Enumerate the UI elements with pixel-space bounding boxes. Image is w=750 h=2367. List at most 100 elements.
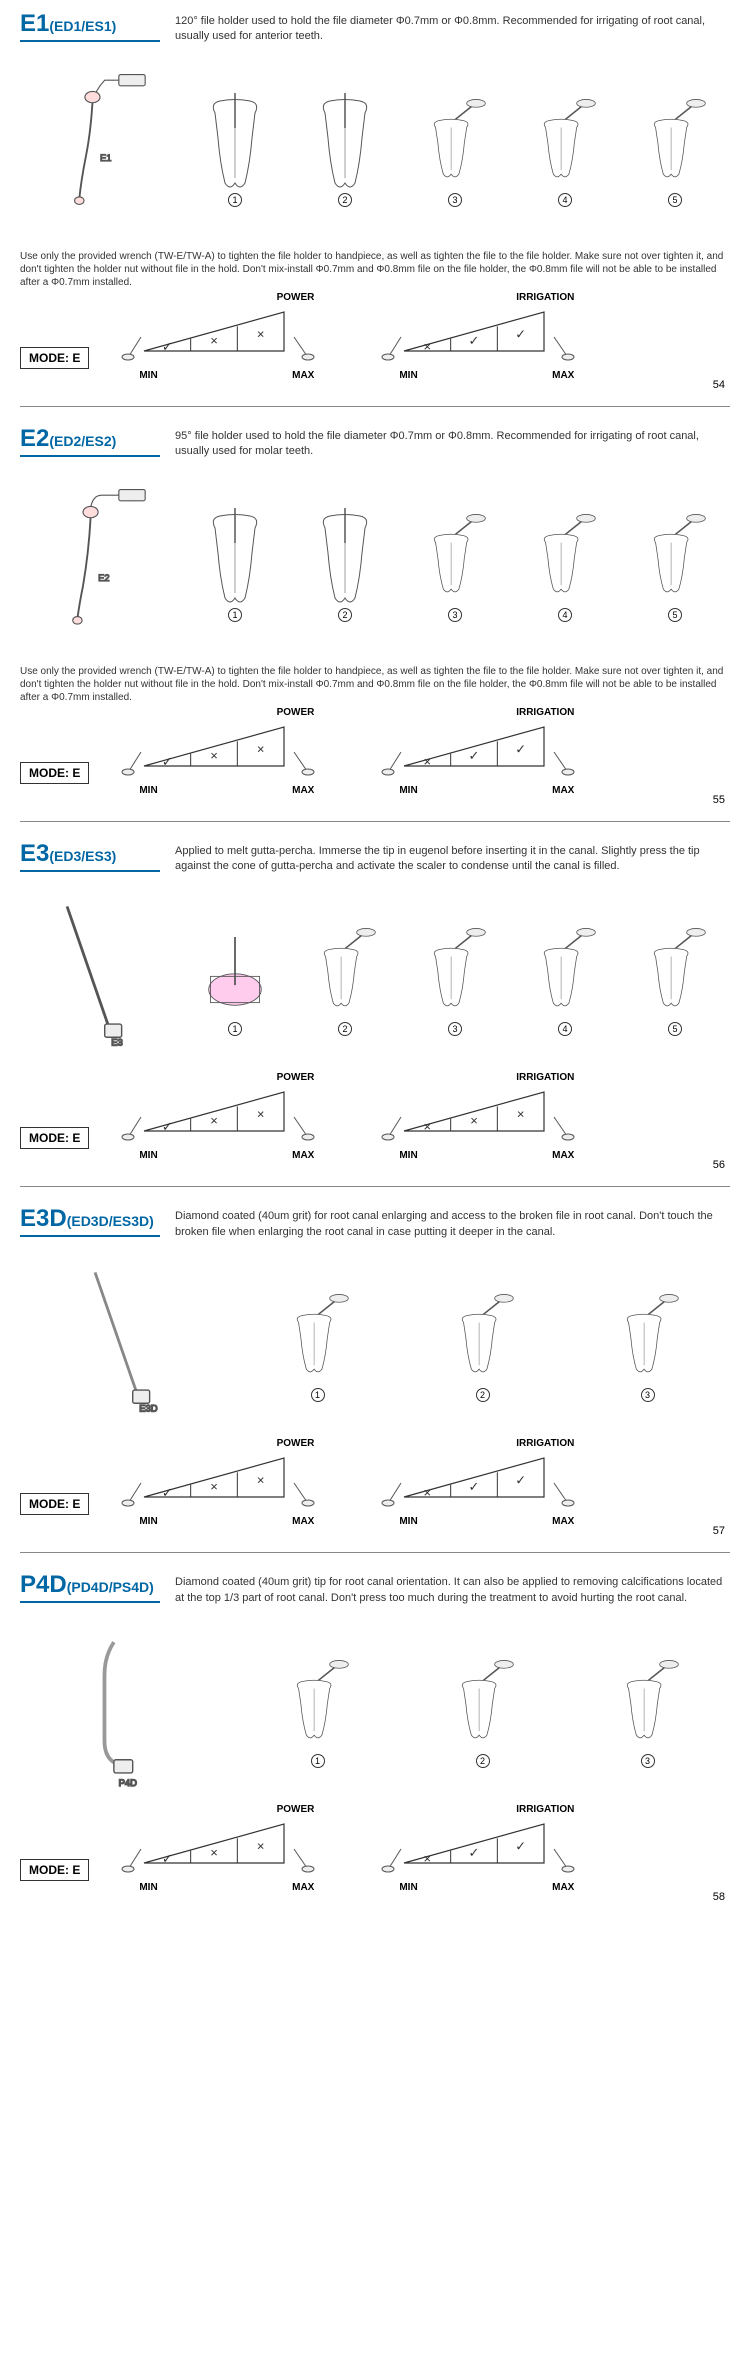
step-5: 5 [640,922,710,1036]
section-title: P4D(PD4D/PS4D) [20,1571,160,1603]
step-number: 3 [641,1388,655,1402]
svg-text:×: × [257,326,265,341]
svg-text:×: × [257,1838,265,1853]
range-chart: IRRIGATION ×✓✓ MIN MAX [379,304,609,369]
mode-label: MODE: E [20,762,89,784]
step-1: 1 [283,1654,353,1768]
step-number: 1 [228,193,242,207]
svg-text:✓: ✓ [516,1838,527,1853]
svg-text:×: × [257,1473,265,1488]
svg-text:✓: ✓ [162,753,173,768]
step-2: 2 [310,93,380,207]
range-chart: POWER ✓×× MIN MAX [119,304,349,369]
svg-text:E2: E2 [98,572,110,583]
step-1: 1 [200,508,270,622]
svg-text:E3D: E3D [139,1402,158,1413]
svg-text:×: × [424,1851,432,1866]
step-4: 4 [530,93,600,207]
step-2: 2 [448,1288,518,1402]
tip-illustration: E3 [40,897,160,1062]
range-chart: POWER ✓×× MIN MAX [119,1450,349,1515]
step-number: 1 [228,1022,242,1036]
step-number: 4 [558,608,572,622]
svg-text:✓: ✓ [469,1479,480,1494]
step-5: 5 [640,508,710,622]
step-number: 3 [448,193,462,207]
step-number: 2 [476,1388,490,1402]
step-number: 5 [668,1022,682,1036]
svg-text:×: × [211,747,219,762]
svg-text:×: × [424,339,432,354]
section-title: E1(ED1/ES1) [20,10,160,42]
page-number: 57 [20,1525,730,1537]
svg-text:✓: ✓ [516,741,527,756]
svg-text:✓: ✓ [469,1845,480,1860]
illustration-row: E3 1 2 3 [20,889,730,1069]
svg-text:✓: ✓ [516,326,527,341]
section-divider [20,1186,730,1187]
step-number: 5 [668,193,682,207]
step-4: 4 [530,508,600,622]
step-3: 3 [613,1654,683,1768]
step-1: 1 [200,93,270,207]
step-number: 1 [228,608,242,622]
step-3: 3 [420,93,490,207]
step-4: 4 [530,922,600,1036]
svg-text:E3: E3 [111,1037,123,1048]
range-chart: POWER ✓×× MIN MAX [119,1816,349,1881]
range-chart: IRRIGATION ×✓✓ MIN MAX [379,1450,609,1515]
svg-text:×: × [211,1845,219,1860]
svg-text:×: × [257,1107,265,1122]
step-number: 5 [668,608,682,622]
section-e3: E3(ED3/ES3) Applied to melt gutta-percha… [0,830,750,1177]
step-3: 3 [613,1288,683,1402]
step-2: 2 [448,1654,518,1768]
svg-text:✓: ✓ [469,747,480,762]
section-description: 95° file holder used to hold the file di… [175,425,730,460]
step-number: 3 [641,1754,655,1768]
section-e2: E2(ED2/ES2) 95° file holder used to hold… [0,415,750,811]
page-number: 56 [20,1159,730,1171]
tip-illustration: E3D [68,1263,188,1428]
svg-text:✓: ✓ [162,1485,173,1500]
section-e3d: E3D(ED3D/ES3D) Diamond coated (40um grit… [0,1195,750,1542]
svg-text:E1: E1 [100,152,112,163]
illustration-row: P4D 1 2 3 [20,1621,730,1801]
section-description: Diamond coated (40um grit) for root cana… [175,1205,730,1240]
section-description: Diamond coated (40um grit) tip for root … [175,1571,730,1606]
page-number: 58 [20,1891,730,1903]
tip-illustration: P4D [68,1628,188,1793]
step-2: 2 [310,508,380,622]
page-number: 55 [20,794,730,806]
step-number: 2 [476,1754,490,1768]
step-number: 2 [338,193,352,207]
illustration-row: E1 1 2 3 [20,60,730,240]
tip-illustration: E2 [40,482,160,647]
mode-label: MODE: E [20,1127,89,1149]
step-number: 1 [311,1388,325,1402]
step-3: 3 [420,508,490,622]
step-1: 1 [283,1288,353,1402]
range-chart: POWER ✓×× MIN MAX [119,719,349,784]
mode-label: MODE: E [20,1859,89,1881]
step-number: 4 [558,1022,572,1036]
svg-text:×: × [471,1113,479,1128]
step-1: 1 [200,922,270,1036]
svg-text:×: × [424,1485,432,1500]
section-p4d: P4D(PD4D/PS4D) Diamond coated (40um grit… [0,1561,750,1908]
svg-text:×: × [257,741,265,756]
mode-label: MODE: E [20,347,89,369]
svg-text:×: × [424,753,432,768]
illustration-row: E2 1 2 3 [20,475,730,655]
range-chart: IRRIGATION ×✓✓ MIN MAX [379,719,609,784]
range-chart: POWER ✓×× MIN MAX [119,1084,349,1149]
svg-text:✓: ✓ [162,1119,173,1134]
warning-text: Use only the provided wrench (TW-E/TW-A)… [20,250,730,289]
step-3: 3 [420,922,490,1036]
section-description: 120° file holder used to hold the file d… [175,10,730,45]
section-description: Applied to melt gutta-percha. Immerse th… [175,840,730,875]
step-2: 2 [310,922,380,1036]
svg-text:✓: ✓ [469,333,480,348]
section-e1: E1(ED1/ES1) 120° file holder used to hol… [0,0,750,396]
section-divider [20,821,730,822]
